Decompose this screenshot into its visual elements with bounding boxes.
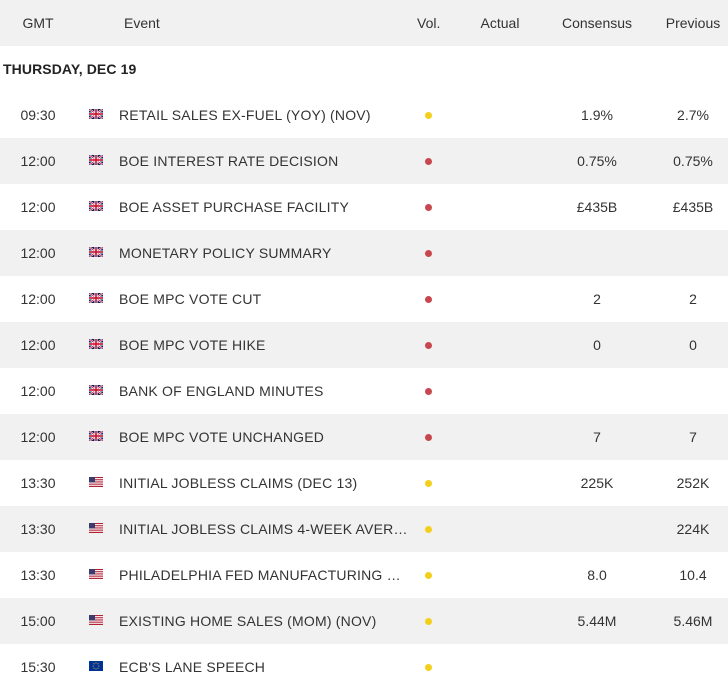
header-actual[interactable]: Actual	[480, 15, 520, 31]
volatility-high-icon	[425, 434, 432, 441]
volatility-high-icon	[425, 250, 432, 257]
event-time: 13:30	[20, 521, 56, 537]
previous-value: 7	[689, 429, 697, 445]
previous-value: £435B	[672, 199, 714, 215]
table-row[interactable]: 12:00 BOE MPC VOTE UNCHANGED 7 7	[0, 414, 728, 460]
us-flag-icon	[89, 477, 103, 487]
volatility-high-icon	[425, 296, 432, 303]
event-time: 15:00	[20, 613, 56, 629]
table-row[interactable]: 12:00 BOE MPC VOTE CUT 2 2	[0, 276, 728, 322]
previous-value: 0	[689, 337, 697, 353]
previous-value: 5.46M	[673, 613, 713, 629]
event-name[interactable]: RETAIL SALES EX-FUEL (YOY) (NOV)	[119, 107, 371, 123]
event-time: 12:00	[20, 153, 56, 169]
consensus-value: 225K	[580, 475, 614, 491]
table-row[interactable]: 13:30 INITIAL JOBLESS CLAIMS (DEC 13) 225K…	[0, 460, 728, 506]
event-time: 12:00	[20, 245, 56, 261]
event-time: 13:30	[20, 567, 56, 583]
event-name[interactable]: INITIAL JOBLESS CLAIMS 4-WEEK AVERA...	[119, 521, 409, 537]
consensus-value: 2	[593, 291, 601, 307]
consensus-value: 0	[593, 337, 601, 353]
volatility-medium-icon	[425, 526, 432, 533]
event-time: 13:30	[20, 475, 56, 491]
volatility-high-icon	[425, 158, 432, 165]
event-time: 12:00	[20, 291, 56, 307]
gb-flag-icon	[89, 385, 103, 395]
event-name[interactable]: ECB'S LANE SPEECH	[119, 659, 266, 675]
us-flag-icon	[89, 569, 103, 579]
previous-value: 224K	[676, 521, 710, 537]
header-vol[interactable]: Vol.	[417, 15, 441, 31]
table-row[interactable]: 13:30 INITIAL JOBLESS CLAIMS 4-WEEK AVERA…	[0, 506, 728, 552]
volatility-medium-icon	[425, 112, 432, 119]
event-time: 12:00	[20, 199, 56, 215]
event-name[interactable]: INITIAL JOBLESS CLAIMS (DEC 13)	[119, 475, 358, 491]
table-row[interactable]: 15:00 EXISTING HOME SALES (MOM) (NOV) 5.44…	[0, 598, 728, 644]
volatility-medium-icon	[425, 572, 432, 579]
event-name[interactable]: BOE MPC VOTE HIKE	[119, 337, 266, 353]
event-name[interactable]: BOE MPC VOTE UNCHANGED	[119, 429, 325, 445]
gb-flag-icon	[89, 431, 103, 441]
table-row[interactable]: 12:00 BOE ASSET PURCHASE FACILITY £435B £43…	[0, 184, 728, 230]
volatility-high-icon	[425, 388, 432, 395]
us-flag-icon	[89, 523, 103, 533]
table-row[interactable]: 13:30 PHILADELPHIA FED MANUFACTURING SU..…	[0, 552, 728, 598]
previous-value: 2	[689, 291, 697, 307]
event-name[interactable]: BOE ASSET PURCHASE FACILITY	[119, 199, 349, 215]
event-time: 09:30	[20, 107, 56, 123]
gb-flag-icon	[89, 293, 103, 303]
header-previous[interactable]: Previous	[665, 15, 721, 31]
table-row[interactable]: 12:00 BOE MPC VOTE HIKE 0 0	[0, 322, 728, 368]
event-time: 15:30	[20, 659, 56, 675]
event-name[interactable]: EXISTING HOME SALES (MOM) (NOV)	[119, 613, 377, 629]
event-time: 12:00	[20, 337, 56, 353]
table-header: GMT Event Vol. Actual Consensus Previous	[0, 0, 728, 46]
event-name[interactable]: PHILADELPHIA FED MANUFACTURING SU...	[119, 567, 409, 583]
consensus-value: 8.0	[587, 567, 607, 583]
header-consensus[interactable]: Consensus	[561, 15, 633, 31]
gb-flag-icon	[89, 109, 103, 119]
eu-flag-icon	[89, 661, 103, 671]
consensus-value: 7	[593, 429, 601, 445]
header-event[interactable]: Event	[124, 15, 160, 31]
consensus-value: £435B	[576, 199, 618, 215]
previous-value: 252K	[676, 475, 710, 491]
previous-value: 0.75%	[673, 153, 713, 169]
header-gmt[interactable]: GMT	[22, 15, 54, 31]
event-time: 12:00	[20, 429, 56, 445]
previous-value: 10.4	[679, 567, 707, 583]
table-row[interactable]: 09:30 RETAIL SALES EX-FUEL (YOY) (NOV) 1.9…	[0, 92, 728, 138]
table-row[interactable]: 12:00 MONETARY POLICY SUMMARY	[0, 230, 728, 276]
table-row[interactable]: 15:30 ECB'S LANE SPEECH	[0, 644, 728, 690]
consensus-value: 0.75%	[577, 153, 617, 169]
volatility-medium-icon	[425, 664, 432, 671]
gb-flag-icon	[89, 201, 103, 211]
event-name[interactable]: BANK OF ENGLAND MINUTES	[119, 383, 324, 399]
gb-flag-icon	[89, 339, 103, 349]
volatility-high-icon	[425, 204, 432, 211]
volatility-high-icon	[425, 342, 432, 349]
event-name[interactable]: MONETARY POLICY SUMMARY	[119, 245, 332, 261]
date-group-label: THURSDAY, DEC 19	[3, 61, 137, 77]
us-flag-icon	[89, 615, 103, 625]
consensus-value: 1.9%	[581, 107, 613, 123]
consensus-value: 5.44M	[577, 613, 617, 629]
event-name[interactable]: BOE INTEREST RATE DECISION	[119, 153, 339, 169]
gb-flag-icon	[89, 247, 103, 257]
volatility-medium-icon	[425, 618, 432, 625]
event-time: 12:00	[20, 383, 56, 399]
previous-value: 2.7%	[677, 107, 709, 123]
gb-flag-icon	[89, 155, 103, 165]
volatility-medium-icon	[425, 480, 432, 487]
event-name[interactable]: BOE MPC VOTE CUT	[119, 291, 262, 307]
table-row[interactable]: 12:00 BOE INTEREST RATE DECISION 0.75% 0.75…	[0, 138, 728, 184]
table-row[interactable]: 12:00 BANK OF ENGLAND MINUTES	[0, 368, 728, 414]
